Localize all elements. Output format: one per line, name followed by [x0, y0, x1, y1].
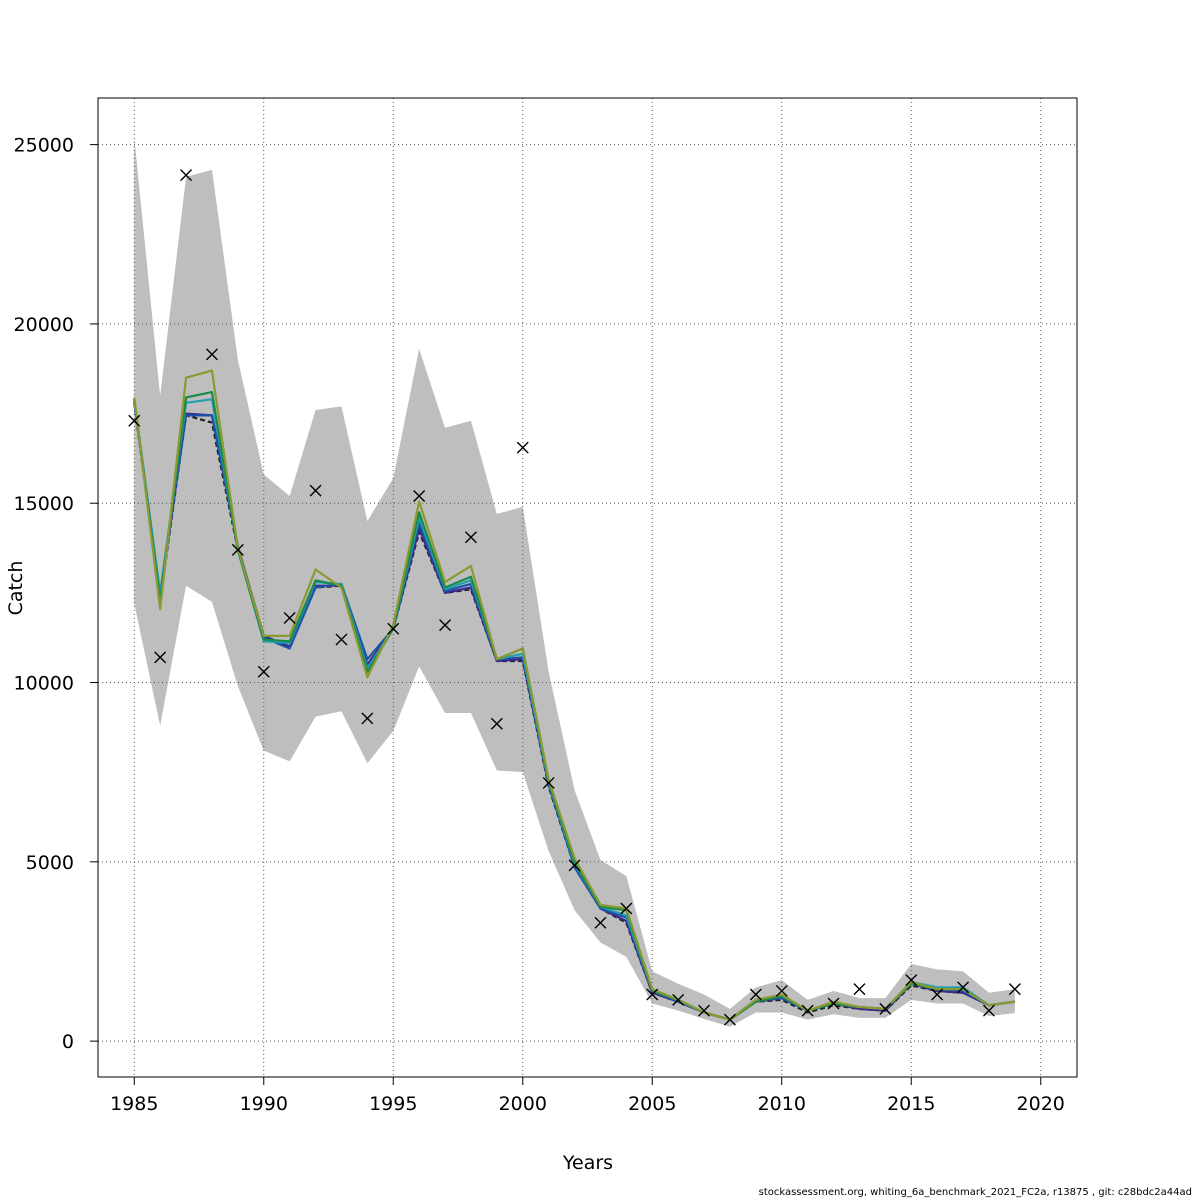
observation-stroke: [827, 997, 840, 1010]
observation-stroke: [646, 988, 659, 1001]
observation-point-1989: [231, 543, 244, 556]
observation-stroke: [387, 622, 400, 635]
observation-point-2015: [905, 974, 918, 987]
observation-point-2009: [749, 988, 762, 1001]
y-tick-label-25000: 25000: [14, 135, 74, 157]
y-tick-label-20000: 20000: [14, 314, 74, 336]
observation-point-1993: [335, 633, 348, 646]
observation-point-2007: [698, 1004, 711, 1017]
observation-point-2012: [827, 997, 840, 1010]
observation-stroke: [698, 1004, 711, 1017]
observation-stroke: [154, 651, 167, 664]
observation-stroke: [516, 441, 529, 454]
observation-stroke: [257, 665, 270, 678]
observation-stroke: [439, 619, 452, 632]
observation-point-2017: [957, 981, 970, 994]
observation-stroke: [879, 1002, 892, 1015]
observation-stroke: [283, 611, 296, 624]
observation-point-2019: [1008, 983, 1021, 996]
observation-point-1996: [413, 490, 426, 503]
observation-stroke: [672, 993, 685, 1006]
footer-note: stockassessment.org, whiting_6a_benchmar…: [758, 1187, 1192, 1198]
observation-point-2008: [723, 1013, 736, 1026]
observation-stroke: [490, 717, 503, 730]
observation-stroke: [931, 988, 944, 1001]
observation-point-2014: [879, 1002, 892, 1015]
y-axis: 0 5000 10000 15000 20000 25000: [14, 135, 98, 1053]
observation-point-1990: [257, 665, 270, 678]
observation-stroke: [335, 633, 348, 646]
y-tick-label-0: 0: [62, 1031, 74, 1053]
y-tick-label-15000: 15000: [14, 493, 74, 515]
confidence-band-layer: [134, 137, 1015, 1027]
observation-point-2006: [672, 993, 685, 1006]
y-tick-label-5000: 5000: [26, 852, 74, 874]
x-tick-label-1985: 1985: [110, 1093, 158, 1115]
observation-stroke: [413, 490, 426, 503]
observation-stroke: [982, 1004, 995, 1017]
x-tick-label-2010: 2010: [758, 1093, 806, 1115]
x-axis-title: Years: [562, 1152, 613, 1174]
x-tick-label-2000: 2000: [499, 1093, 547, 1115]
observation-stroke: [905, 974, 918, 987]
observation-point-1985: [128, 414, 141, 427]
observation-stroke: [957, 981, 970, 994]
observation-point-2000: [516, 441, 529, 454]
observation-point-2010: [775, 984, 788, 997]
observation-point-1987: [180, 169, 193, 182]
observation-stroke: [1008, 983, 1021, 996]
observation-point-1999: [490, 717, 503, 730]
observation-stroke: [180, 169, 193, 182]
observation-point-1988: [205, 348, 218, 361]
observation-stroke: [568, 859, 581, 872]
observation-point-2013: [853, 983, 866, 996]
observation-point-1995: [387, 622, 400, 635]
observation-point-2003: [594, 916, 607, 929]
observation-stroke: [309, 484, 322, 497]
plot-frame: [97, 97, 1078, 1078]
observation-stroke: [231, 543, 244, 556]
series-layer: [133, 369, 1015, 1021]
x-tick-label-2015: 2015: [887, 1093, 935, 1115]
x-tick-label-1990: 1990: [240, 1093, 288, 1115]
x-tick-label-2005: 2005: [628, 1093, 676, 1115]
observation-stroke: [128, 414, 141, 427]
confidence-band: [134, 137, 1015, 1027]
observation-stroke: [542, 776, 555, 789]
observation-point-1991: [283, 611, 296, 624]
x-tick-label-1995: 1995: [369, 1093, 417, 1115]
y-tick-label-10000: 10000: [14, 673, 74, 695]
observation-point-1998: [464, 531, 477, 544]
x-tick-label-2020: 2020: [1017, 1093, 1065, 1115]
observation-point-1997: [439, 619, 452, 632]
observation-stroke: [464, 531, 477, 544]
observation-stroke: [801, 1004, 814, 1017]
y-axis-title: Catch: [5, 561, 27, 616]
observation-point-2016: [931, 988, 944, 1001]
observation-point-1992: [309, 484, 322, 497]
observation-stroke: [853, 983, 866, 996]
observation-point-2001: [542, 776, 555, 789]
observation-stroke: [749, 988, 762, 1001]
x-axis: 1985 1990 1995 2000 2005 2010 2015 2020: [110, 1077, 1065, 1115]
observation-stroke: [594, 916, 607, 929]
observation-stroke: [775, 984, 788, 997]
observation-stroke: [723, 1013, 736, 1026]
observation-point-2004: [620, 902, 633, 915]
observation-point-2002: [568, 859, 581, 872]
observation-point-2005: [646, 988, 659, 1001]
observation-point-2018: [982, 1004, 995, 1017]
observation-stroke: [361, 712, 374, 725]
observations-layer: [128, 169, 1021, 1026]
observation-stroke: [620, 902, 633, 915]
series-line-6: [133, 369, 1015, 1021]
observation-point-1994: [361, 712, 374, 725]
observation-point-2011: [801, 1004, 814, 1017]
observation-point-1986: [154, 651, 167, 664]
observation-stroke: [205, 348, 218, 361]
